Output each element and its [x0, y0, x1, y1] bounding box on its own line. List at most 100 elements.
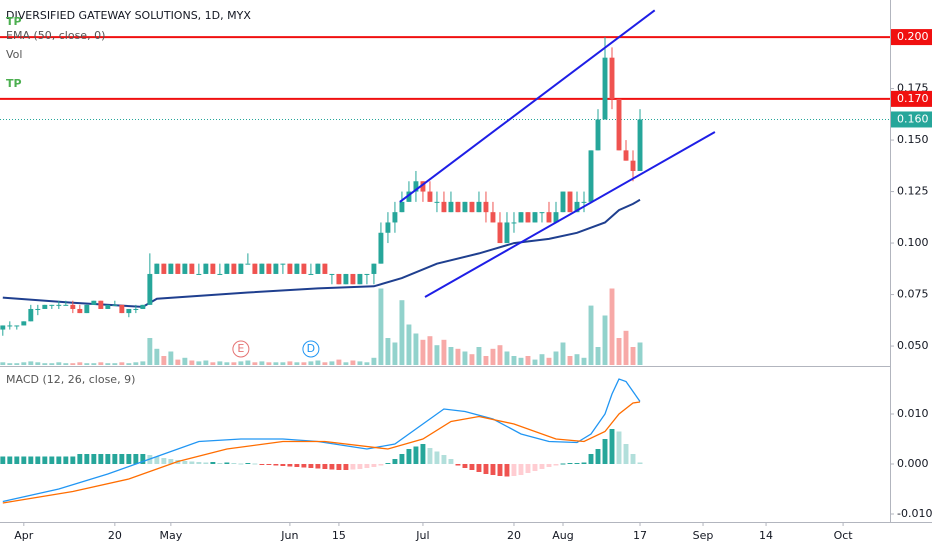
volume-bar: [483, 356, 489, 365]
candle-body: [238, 263, 244, 274]
level-label: 0.200: [897, 30, 929, 43]
candle-body: [490, 212, 496, 223]
volume-bar: [574, 354, 580, 365]
candle-body: [0, 325, 6, 330]
histogram-bar: [560, 463, 566, 465]
volume-bar: [21, 362, 27, 365]
candle-body: [63, 304, 69, 306]
histogram-bar: [266, 464, 272, 465]
histogram-bar: [455, 464, 461, 466]
volume-bar: [546, 357, 552, 365]
histogram-bar: [539, 464, 545, 469]
histogram-bar: [553, 464, 559, 466]
volume-bar: [434, 345, 440, 365]
marks: 0.0500.0750.1000.1250.1500.175-0.0100.00…: [0, 9, 932, 542]
volume-bar: [210, 362, 216, 365]
histogram-bar: [546, 464, 552, 467]
volume-bar: [182, 357, 188, 365]
volume-bar: [420, 339, 426, 365]
volume-bar: [280, 362, 286, 365]
histogram-bar: [161, 458, 167, 464]
histogram-bar: [140, 454, 146, 464]
candle-body: [441, 201, 447, 213]
candle-body: [217, 273, 223, 275]
volume-bar: [252, 362, 258, 365]
volume-bar: [301, 362, 307, 365]
candle-body: [434, 201, 440, 203]
histogram-bar: [518, 464, 524, 475]
volume-bar: [553, 351, 559, 365]
volume-bar: [336, 359, 342, 365]
candle-body: [343, 273, 349, 285]
histogram-bar: [630, 454, 636, 464]
histogram-bar: [189, 461, 195, 464]
histogram-bar: [21, 456, 27, 464]
histogram-bar: [497, 464, 503, 476]
volume-bar: [385, 338, 391, 365]
histogram-bar: [287, 464, 293, 467]
macd-title: MACD (12, 26, close, 9): [6, 373, 135, 386]
x-tick-label: 15: [332, 529, 346, 542]
candle-body: [84, 304, 90, 314]
histogram-bar: [84, 454, 90, 464]
volume-bar: [7, 363, 13, 365]
candle-body: [420, 181, 426, 192]
candle-body: [616, 98, 622, 151]
volume-bar: [273, 362, 279, 365]
volume-bar: [476, 347, 482, 365]
level-label-box: [891, 90, 932, 107]
histogram-bar: [154, 456, 160, 464]
histogram-bar: [413, 446, 419, 464]
volume-bar: [119, 362, 125, 365]
candle-body: [595, 119, 601, 151]
candle-body: [469, 201, 475, 213]
candle-body: [588, 150, 594, 202]
volume-bar: [28, 361, 34, 365]
histogram-bar: [217, 463, 223, 464]
volume-bar: [56, 362, 62, 365]
event-marker: [232, 340, 250, 358]
candle-body: [581, 201, 587, 203]
volume-bar: [462, 351, 468, 365]
volume-bar: [623, 330, 629, 365]
candle-body: [483, 201, 489, 213]
candle-body: [119, 304, 125, 314]
candle-body: [294, 263, 300, 274]
histogram-bar: [385, 463, 391, 464]
candle-body: [357, 273, 363, 285]
volume-bar: [245, 360, 251, 365]
histogram-bar: [119, 454, 125, 464]
x-tick-label: Jun: [280, 529, 298, 542]
histogram-bar: [112, 454, 118, 464]
volume-bar: [287, 361, 293, 365]
volume-bar: [308, 361, 314, 365]
candle-body: [56, 304, 62, 306]
volume-bar: [518, 357, 524, 365]
candle-body: [546, 212, 552, 223]
volume-bar: [413, 333, 419, 365]
candle-body: [497, 222, 503, 244]
candle-body: [14, 325, 20, 327]
volume-bar: [322, 362, 328, 365]
histogram-bar: [595, 449, 601, 464]
x-tick-label: Sep: [693, 529, 714, 542]
histogram-bar: [637, 462, 643, 464]
histogram-bar: [210, 462, 216, 464]
candle-body: [273, 263, 279, 274]
histogram-bar: [182, 461, 188, 464]
volume-bar: [602, 315, 608, 365]
candle-body: [553, 212, 559, 223]
candle-body: [350, 273, 356, 285]
candle-body: [637, 119, 643, 171]
histogram-bar: [63, 456, 69, 464]
volume-bar: [49, 363, 55, 365]
volume-bar: [161, 356, 167, 365]
candle-body: [168, 263, 174, 274]
volume-bar: [357, 361, 363, 365]
level-label-box: [891, 29, 932, 46]
candle-body: [301, 263, 307, 274]
histogram-bar: [574, 463, 580, 464]
volume-bar: [378, 288, 384, 365]
candle-body: [532, 212, 538, 223]
candle-body: [175, 263, 181, 274]
